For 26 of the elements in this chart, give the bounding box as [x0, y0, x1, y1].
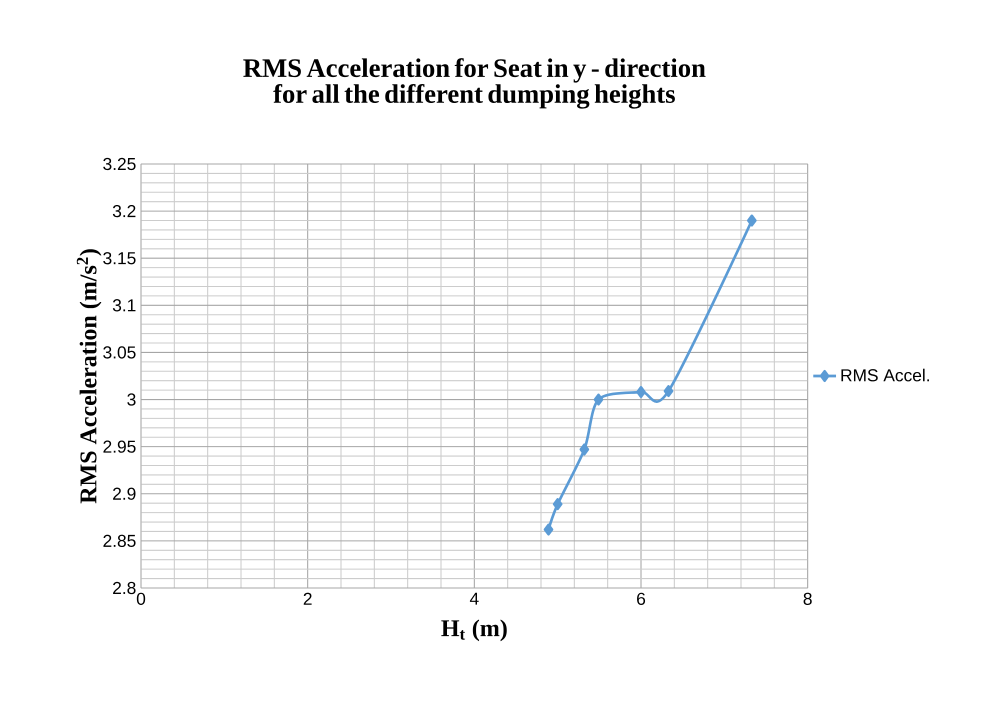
y-tick-label: 2.95: [103, 440, 136, 453]
point: [552, 498, 563, 510]
y-tick-label: 3.1: [112, 299, 136, 312]
point: [594, 394, 604, 406]
x-tick-label: 2: [304, 592, 312, 605]
legend-label: RMS Accel.: [841, 368, 929, 382]
x-tick-label: 6: [637, 592, 646, 605]
y-tick-label: 3: [127, 393, 136, 406]
x-tick-label: 0: [136, 592, 146, 605]
y-tick-label: 2.9: [113, 488, 136, 500]
x-tick-label: 4: [470, 592, 479, 605]
y-tick-label: 3.25: [103, 158, 136, 170]
y-axis-title: RMS Acceleration (m/s$^{2}$): [76, 249, 102, 504]
y-tick-label: 3.2: [112, 204, 136, 218]
x-tick-label: 8: [804, 592, 812, 605]
y-tick-label: 2.8: [113, 582, 136, 594]
point: [636, 386, 646, 398]
point: [544, 524, 554, 536]
point: [580, 443, 590, 456]
chart-title: RMS Acceleration for Seat in y - direction for all the different dumping heights: [243, 58, 706, 109]
y-tick-label: 2.85: [103, 534, 136, 548]
x-axis-title: H$_{t}$ (m): [441, 619, 507, 642]
y-tick-label: 3.05: [103, 346, 136, 359]
point: [747, 214, 757, 227]
y-tick-label: 3.15: [103, 252, 136, 264]
point: [664, 385, 674, 398]
